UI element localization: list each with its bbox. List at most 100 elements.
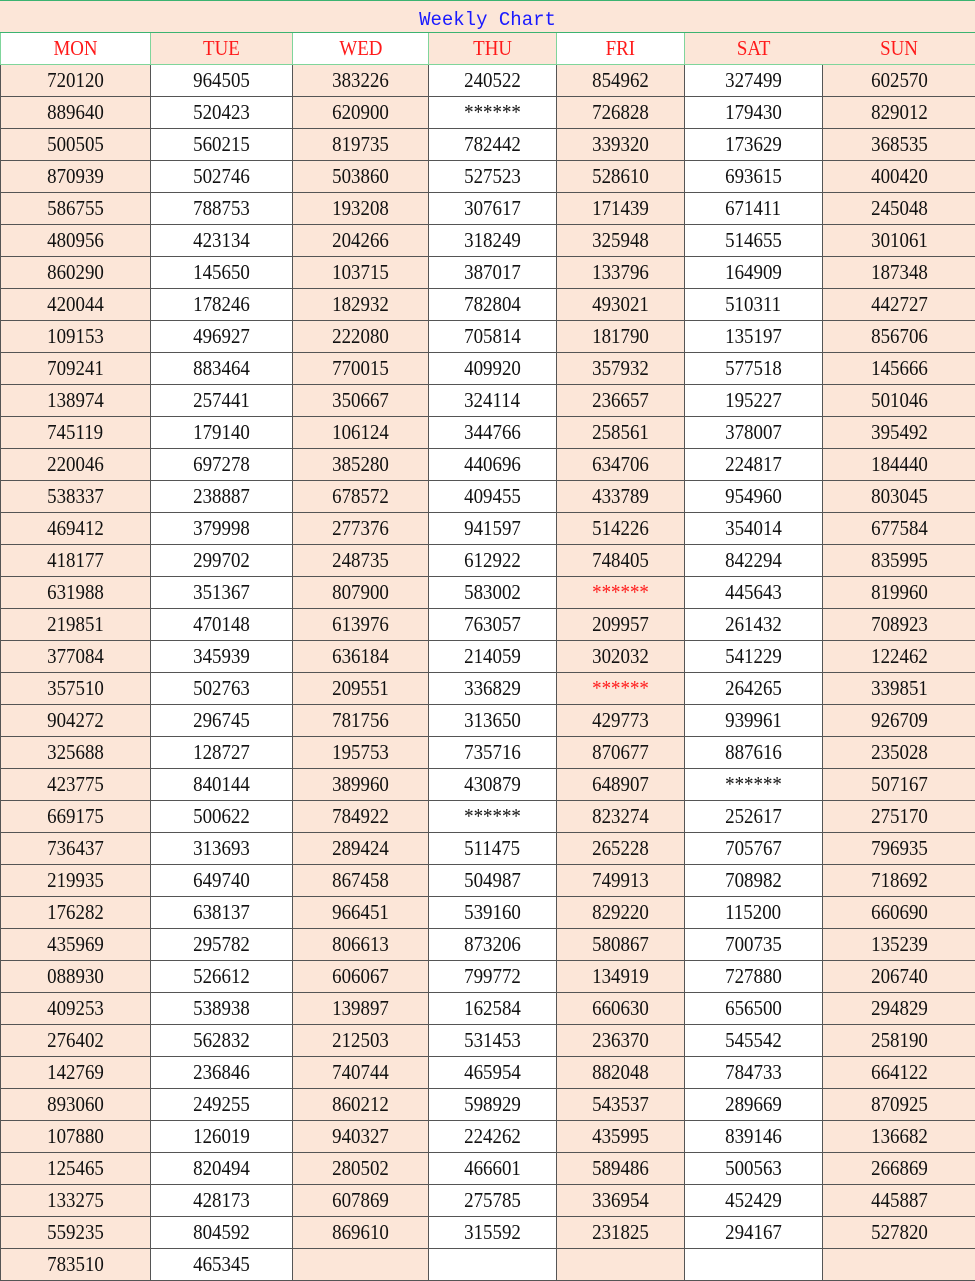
cell-mon: 720120 bbox=[1, 65, 151, 97]
cell-thu: 466601 bbox=[429, 1153, 557, 1185]
cell-sat: 179430 bbox=[685, 97, 823, 129]
cell-wed: 807900 bbox=[293, 577, 429, 609]
cell-mon: 377084 bbox=[1, 641, 151, 673]
cell-fri: 823274 bbox=[557, 801, 685, 833]
cell-fri: 748405 bbox=[557, 545, 685, 577]
cell-fri: 870677 bbox=[557, 737, 685, 769]
cell-sun: 819960 bbox=[823, 577, 975, 609]
cell-thu: 531453 bbox=[429, 1025, 557, 1057]
cell-tue: 538938 bbox=[151, 993, 293, 1025]
cell-fri: 339320 bbox=[557, 129, 685, 161]
cell-wed: 222080 bbox=[293, 321, 429, 353]
cell-mon: 125465 bbox=[1, 1153, 151, 1185]
header-tue: TUE bbox=[151, 33, 293, 65]
cell-wed: 860212 bbox=[293, 1089, 429, 1121]
cell-sun: 294829 bbox=[823, 993, 975, 1025]
cell-thu: 465954 bbox=[429, 1057, 557, 1089]
cell-fri: 543537 bbox=[557, 1089, 685, 1121]
cell-thu: 318249 bbox=[429, 225, 557, 257]
cell-sun: 368535 bbox=[823, 129, 975, 161]
cell-thu: 387017 bbox=[429, 257, 557, 289]
cell-tue: 804592 bbox=[151, 1217, 293, 1249]
cell-wed: 212503 bbox=[293, 1025, 429, 1057]
cell-thu: 612922 bbox=[429, 545, 557, 577]
cell-mon: 500505 bbox=[1, 129, 151, 161]
cell-tue: 560215 bbox=[151, 129, 293, 161]
cell-sat: 354014 bbox=[685, 513, 823, 545]
cell-sun: 602570 bbox=[823, 65, 975, 97]
cell-thu: 275785 bbox=[429, 1185, 557, 1217]
cell-fri: 325948 bbox=[557, 225, 685, 257]
cell-sun: 275170 bbox=[823, 801, 975, 833]
cell-sat: ****** bbox=[685, 769, 823, 801]
cell-wed: 139897 bbox=[293, 993, 429, 1025]
cell-tue: 562832 bbox=[151, 1025, 293, 1057]
cell-mon: 469412 bbox=[1, 513, 151, 545]
cell-mon: 420044 bbox=[1, 289, 151, 321]
cell-fri: 435995 bbox=[557, 1121, 685, 1153]
cell-thu: ****** bbox=[429, 97, 557, 129]
cell-fri: 209957 bbox=[557, 609, 685, 641]
cell-fri: 493021 bbox=[557, 289, 685, 321]
cell-thu: 409455 bbox=[429, 481, 557, 513]
cell-tue: 126019 bbox=[151, 1121, 293, 1153]
cell-mon: 418177 bbox=[1, 545, 151, 577]
cell-thu bbox=[429, 1249, 557, 1281]
cell-sat: 224817 bbox=[685, 449, 823, 481]
cell-tue: 840144 bbox=[151, 769, 293, 801]
cell-sat: 510311 bbox=[685, 289, 823, 321]
cell-wed: 248735 bbox=[293, 545, 429, 577]
cell-fri: 181790 bbox=[557, 321, 685, 353]
cell-thu: 782442 bbox=[429, 129, 557, 161]
cell-sun: 135239 bbox=[823, 929, 975, 961]
header-mon: MON bbox=[1, 33, 151, 65]
cell-fri: 429773 bbox=[557, 705, 685, 737]
header-wed: WED bbox=[293, 33, 429, 65]
cell-mon: 893060 bbox=[1, 1089, 151, 1121]
cell-tue: 502763 bbox=[151, 673, 293, 705]
cell-thu: 240522 bbox=[429, 65, 557, 97]
cell-sat: 164909 bbox=[685, 257, 823, 289]
cell-sun: 442727 bbox=[823, 289, 975, 321]
cell-mon: 709241 bbox=[1, 353, 151, 385]
cell-mon: 745119 bbox=[1, 417, 151, 449]
cell-fri: 634706 bbox=[557, 449, 685, 481]
cell-fri: 134919 bbox=[557, 961, 685, 993]
cell-wed: 193208 bbox=[293, 193, 429, 225]
cell-fri: 749913 bbox=[557, 865, 685, 897]
cell-wed: 606067 bbox=[293, 961, 429, 993]
cell-tue: 296745 bbox=[151, 705, 293, 737]
cell-tue: 345939 bbox=[151, 641, 293, 673]
cell-wed: 940327 bbox=[293, 1121, 429, 1153]
cell-sun: 145666 bbox=[823, 353, 975, 385]
cell-wed: 383226 bbox=[293, 65, 429, 97]
cell-tue: 351367 bbox=[151, 577, 293, 609]
cell-thu: 307617 bbox=[429, 193, 557, 225]
header-thu: THU bbox=[429, 33, 557, 65]
cell-sat: 289669 bbox=[685, 1089, 823, 1121]
cell-tue: 313693 bbox=[151, 833, 293, 865]
cell-fri: 231825 bbox=[557, 1217, 685, 1249]
cell-sat: 700735 bbox=[685, 929, 823, 961]
cell-tue: 502746 bbox=[151, 161, 293, 193]
cell-mon: 870939 bbox=[1, 161, 151, 193]
cell-fri: 171439 bbox=[557, 193, 685, 225]
cell-mon: 088930 bbox=[1, 961, 151, 993]
cell-wed: 277376 bbox=[293, 513, 429, 545]
cell-sat: 842294 bbox=[685, 545, 823, 577]
cell-wed: 289424 bbox=[293, 833, 429, 865]
cell-mon: 219935 bbox=[1, 865, 151, 897]
cell-sun: 245048 bbox=[823, 193, 975, 225]
